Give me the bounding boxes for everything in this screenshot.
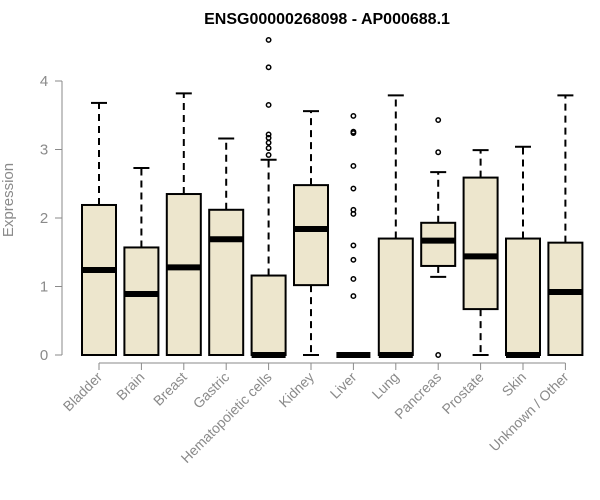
box-group xyxy=(123,166,160,356)
box-group xyxy=(165,92,202,356)
box-iqr xyxy=(81,203,117,356)
y-tick-label: 4 xyxy=(40,73,48,90)
outlier-point xyxy=(435,149,442,156)
x-tick-label: Prostate xyxy=(439,369,487,417)
outlier-point xyxy=(265,134,272,141)
outlier-point xyxy=(350,185,357,192)
x-tick-label: Unknown / Other xyxy=(486,369,572,455)
box-group xyxy=(250,36,287,358)
outlier-point xyxy=(350,162,357,169)
box-group xyxy=(547,94,584,356)
box-group xyxy=(336,112,371,358)
x-tick-label: Brain xyxy=(113,369,147,403)
box-iqr xyxy=(165,193,202,356)
box-iqr xyxy=(420,221,457,267)
y-axis-label: Expression xyxy=(0,163,17,237)
box-iqr xyxy=(377,237,414,356)
outlier-point xyxy=(265,102,272,108)
box-series xyxy=(81,36,584,358)
box-iqr xyxy=(208,208,245,356)
x-tick-label: Liver xyxy=(327,369,360,402)
box-group xyxy=(81,101,117,356)
box-group xyxy=(505,145,541,358)
y-tick-label: 2 xyxy=(40,210,48,227)
box-group xyxy=(462,149,499,356)
box-iqr xyxy=(505,237,541,356)
x-tick-label: Bladder xyxy=(60,369,106,415)
outlier-point xyxy=(265,36,272,43)
box-iqr xyxy=(123,246,160,356)
outlier-point xyxy=(265,64,272,71)
outlier-point xyxy=(265,152,272,158)
outlier-point xyxy=(265,131,272,138)
outlier-point xyxy=(435,117,442,123)
y-axis: 0 1 2 3 4 xyxy=(40,73,63,364)
y-tick-label: 0 xyxy=(40,347,48,364)
outlier-point xyxy=(265,145,272,152)
box-group xyxy=(208,137,245,356)
box-group xyxy=(420,117,457,358)
outlier-point xyxy=(350,210,357,217)
x-tick-label: Pancreas xyxy=(391,369,444,422)
y-tick-label: 3 xyxy=(40,142,48,159)
box-iqr xyxy=(462,176,499,311)
x-tick-label: Breast xyxy=(150,369,190,409)
outlier-point xyxy=(350,256,357,263)
x-tick-label: Kidney xyxy=(276,369,318,411)
y-tick-label: 1 xyxy=(40,279,48,296)
box-group xyxy=(377,94,414,358)
outlier-point xyxy=(265,139,272,146)
box-iqr xyxy=(250,274,287,357)
outlier-point xyxy=(350,242,357,249)
outlier-point xyxy=(350,276,357,282)
box-iqr xyxy=(293,184,329,287)
x-tick-label: Skin xyxy=(499,369,530,400)
x-tick-label: Lung xyxy=(369,369,402,402)
outlier-point xyxy=(350,130,357,137)
box-group xyxy=(293,110,329,356)
box-iqr xyxy=(547,241,584,356)
outlier-point xyxy=(350,112,357,119)
chart-title: ENSG00000268098 - AP000688.1 xyxy=(204,11,450,28)
outlier-point xyxy=(350,293,357,300)
outlier-point xyxy=(435,352,442,358)
